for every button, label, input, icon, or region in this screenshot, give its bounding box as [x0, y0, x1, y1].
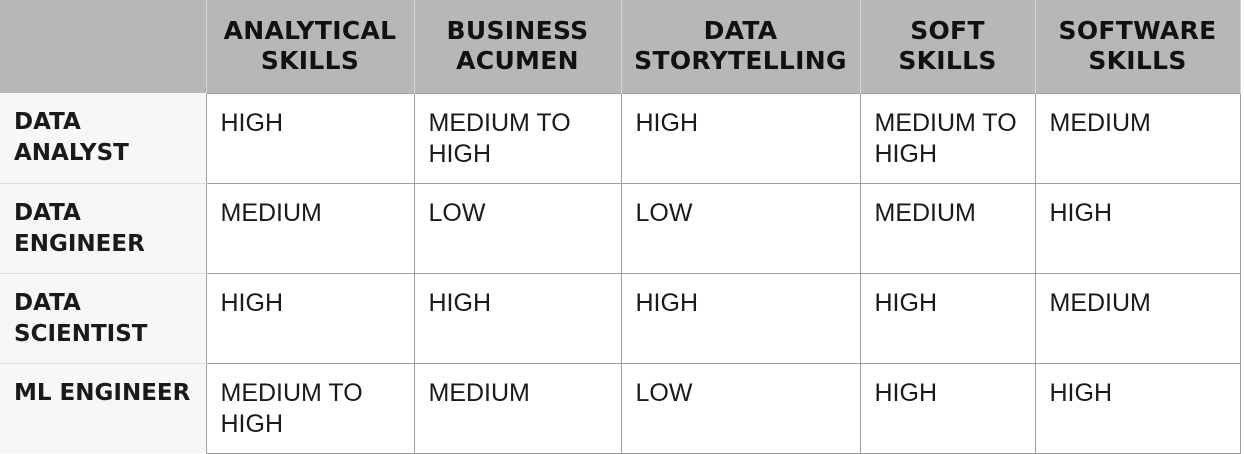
table-cell: HIGH	[1034, 362, 1241, 454]
table-cell: HIGH	[413, 272, 622, 364]
table-cell: MEDIUM	[413, 362, 622, 454]
column-header-analytical-skills: ANALYTICAL SKILLS	[205, 0, 415, 93]
row-label: DATA SCIENTIST	[0, 272, 207, 364]
table-row-data-engineer: DATA ENGINEER MEDIUM LOW LOW MEDIUM HIGH	[0, 182, 1241, 274]
column-header-business-acumen: BUSINESS ACUMEN	[413, 0, 622, 93]
table-cell: HIGH	[859, 362, 1036, 454]
table-header: ANALYTICAL SKILLS BUSINESS ACUMEN DATA S…	[0, 0, 1241, 93]
table-cell: MEDIUM TO HIGH	[205, 362, 415, 454]
table-cell: MEDIUM TO HIGH	[413, 92, 622, 184]
table-cell: HIGH	[859, 272, 1036, 364]
table-cell: MEDIUM	[1034, 272, 1241, 364]
table-cell: MEDIUM	[859, 182, 1036, 274]
table-cell: MEDIUM TO HIGH	[859, 92, 1036, 184]
table-body: DATA ANALYST HIGH MEDIUM TO HIGH HIGH ME…	[0, 92, 1241, 454]
corner-cell	[0, 0, 207, 93]
row-label: ML ENGINEER	[0, 362, 207, 453]
table-row-ml-engineer: ML ENGINEER MEDIUM TO HIGH MEDIUM LOW HI…	[0, 362, 1241, 454]
table-cell: HIGH	[205, 92, 415, 184]
table-cell: HIGH	[1034, 182, 1241, 274]
table-cell: MEDIUM	[1034, 92, 1241, 184]
column-header-soft-skills: SOFT SKILLS	[859, 0, 1036, 93]
table-cell: LOW	[620, 182, 861, 274]
table-cell: LOW	[620, 362, 861, 454]
table-cell: LOW	[413, 182, 622, 274]
table-cell: HIGH	[205, 272, 415, 364]
row-label: DATA ANALYST	[0, 93, 207, 184]
column-header-data-storytelling: DATA STORYTELLING	[620, 0, 861, 93]
table-cell: HIGH	[620, 272, 861, 364]
table-cell: HIGH	[620, 92, 861, 184]
table-row-data-analyst: DATA ANALYST HIGH MEDIUM TO HIGH HIGH ME…	[0, 92, 1241, 184]
table-row-data-scientist: DATA SCIENTIST HIGH HIGH HIGH HIGH MEDIU…	[0, 272, 1241, 364]
row-label: DATA ENGINEER	[0, 182, 207, 274]
column-header-software-skills: SOFTWARE SKILLS	[1034, 0, 1241, 93]
table-cell: MEDIUM	[205, 182, 415, 274]
header-row: ANALYTICAL SKILLS BUSINESS ACUMEN DATA S…	[0, 0, 1241, 93]
